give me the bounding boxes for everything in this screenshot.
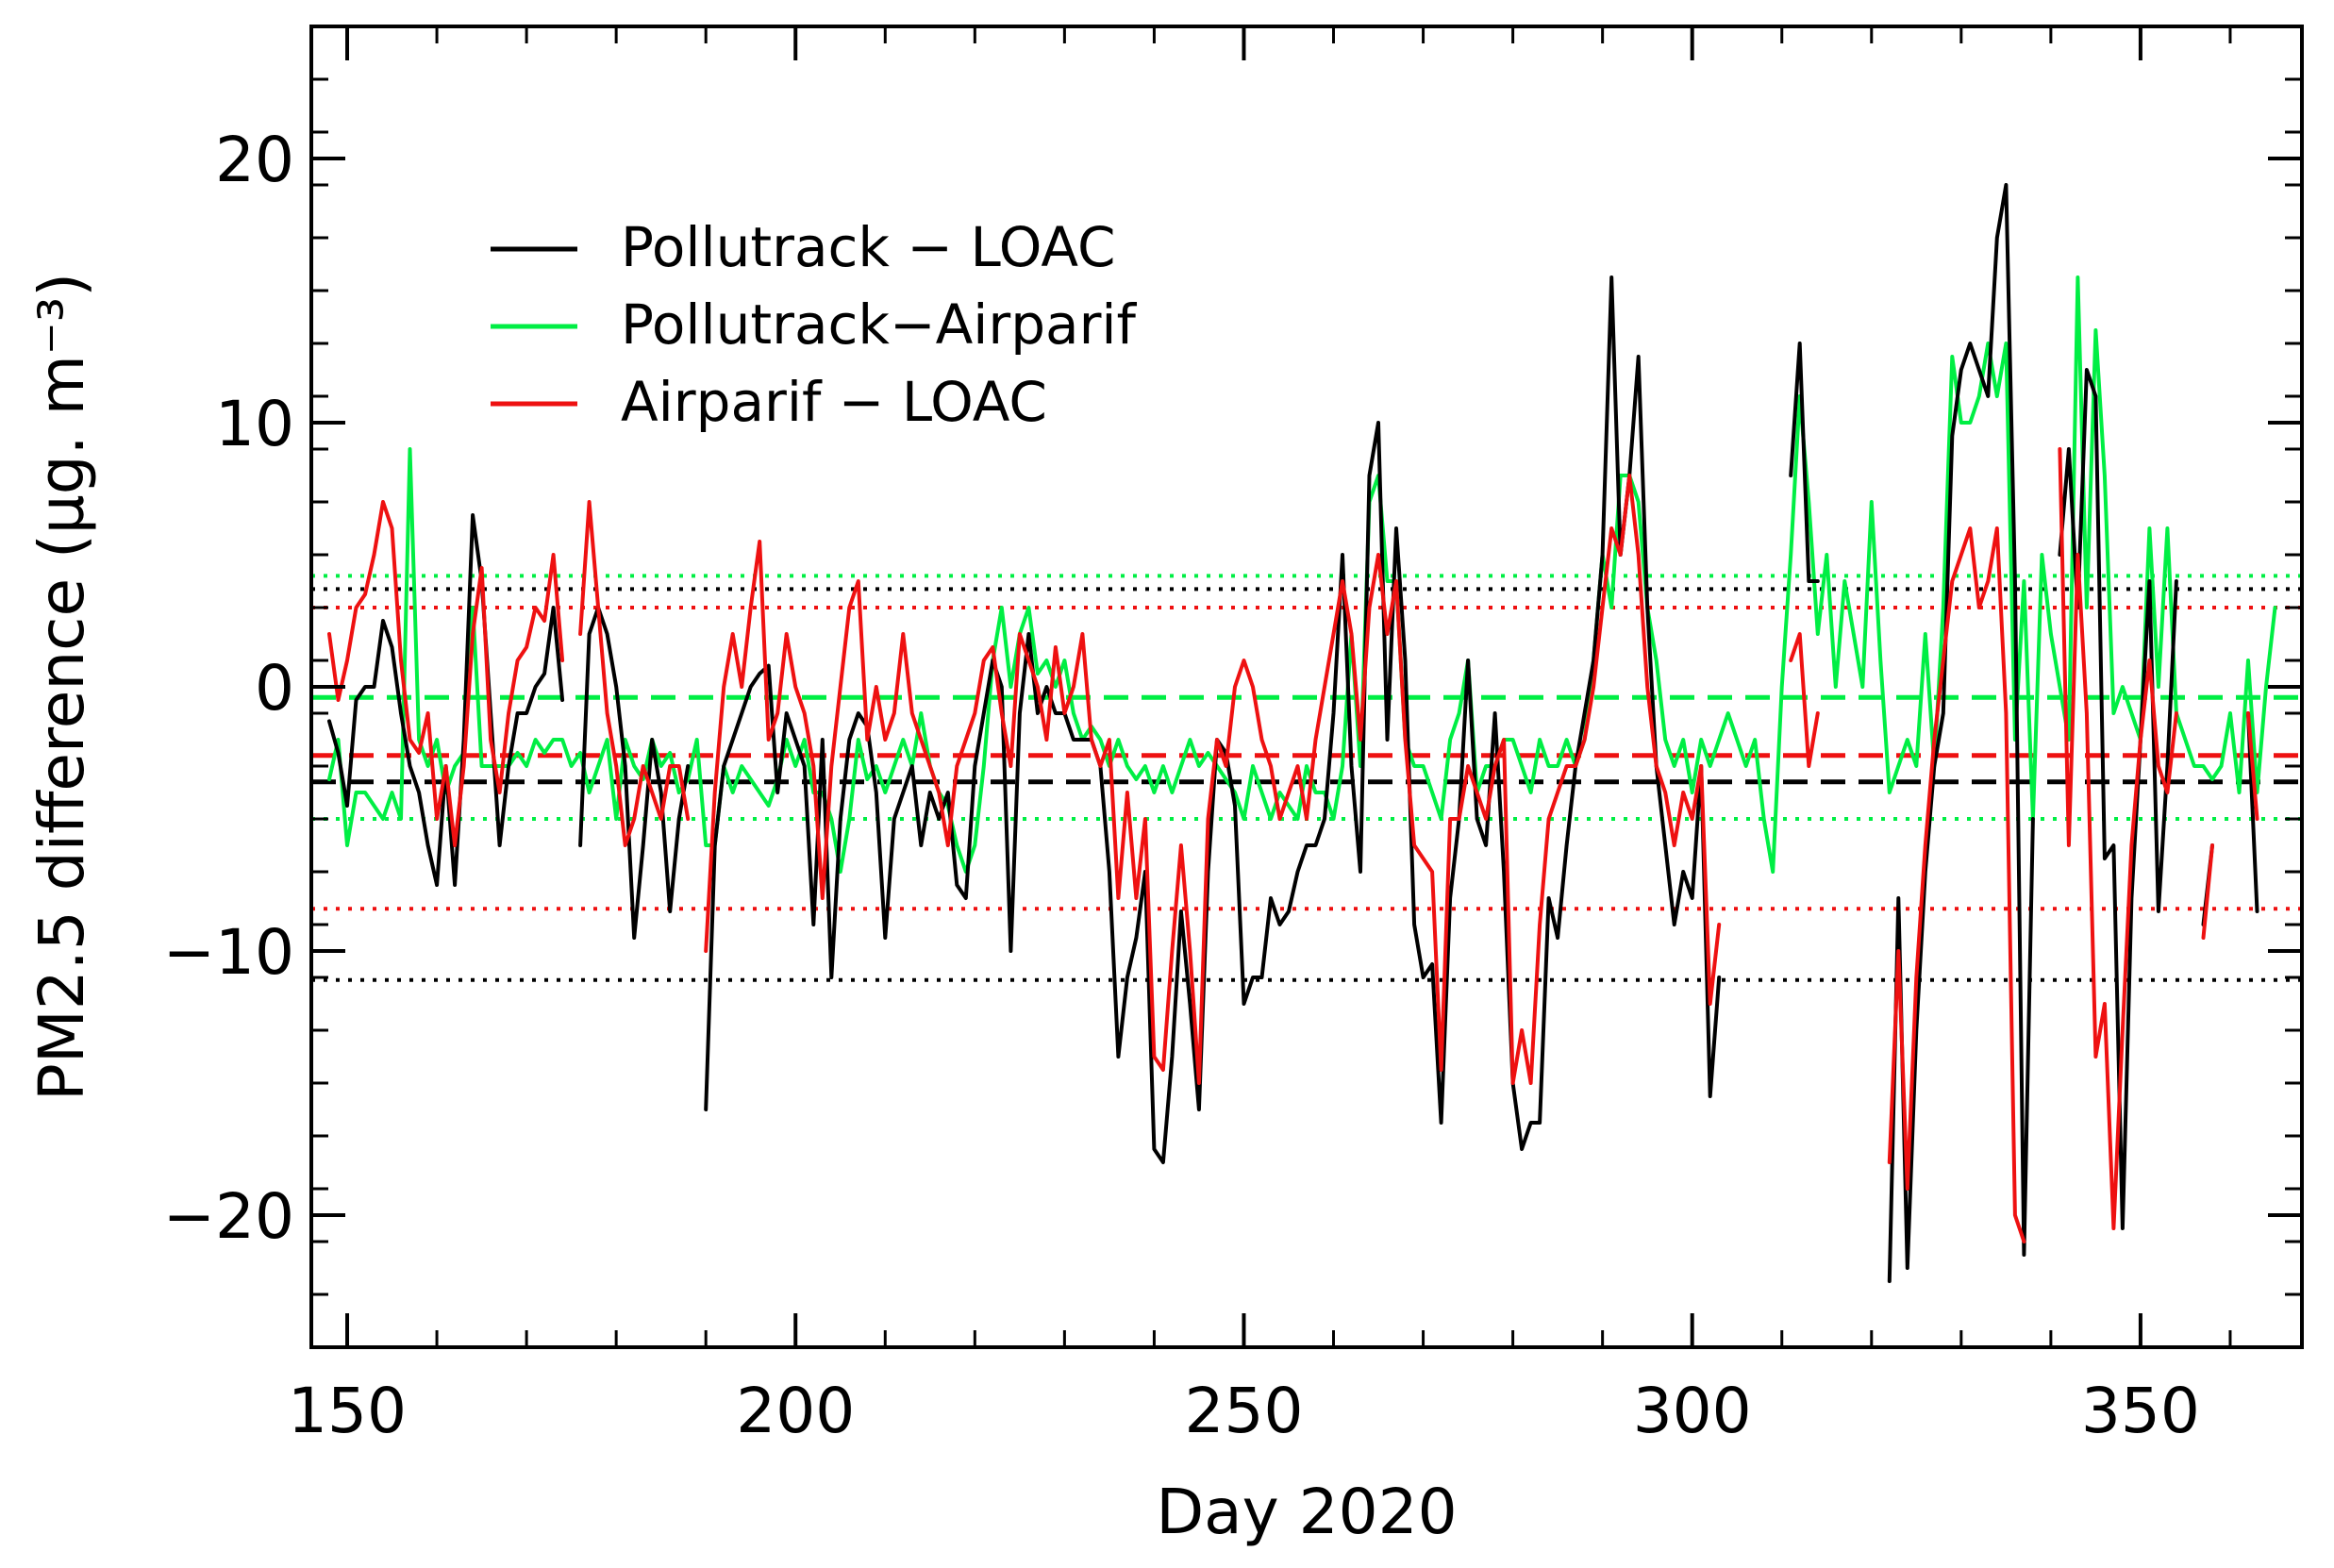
x-tick-label: 250 [1184,1375,1303,1447]
series-airparif-loac-segment-5 [2058,447,2178,1230]
series-airparif-loac-segment-0 [327,500,565,847]
series-pollutrack-loac-segment-4 [1887,183,2035,1283]
y-tick-label: −20 [163,1180,294,1253]
series-airparif-loac-segment-6 [2201,843,2214,940]
series-airparif-loac-segment-2 [704,474,1722,1085]
x-axis-title: Day 2020 [1156,1476,1457,1548]
legend-label-pollutrack-airparif: Pollutrack−Airparif [621,292,1138,357]
y-tick-label: 10 [215,388,294,460]
series-pollutrack-loac-segment-0 [327,513,565,887]
series-pollutrack-loac-segment-2 [704,275,1722,1164]
x-tick-label: 150 [288,1375,407,1447]
series-airparif-loac-segment-7 [2246,711,2259,821]
x-tick-label: 200 [736,1375,855,1447]
axis-ticks: 150 200 250 300 350 −20 −10 0 10 20 [163,25,2302,1447]
y-tick-label: 0 [255,652,294,725]
series-airparif-loac-segment-3 [1789,632,1820,768]
x-tick-label: 350 [2081,1375,2200,1447]
y-axis-title: PM2.5 difference (µg. m⁻³) [25,273,98,1101]
legend: Pollutrack − LOAC Pollutrack−Airparif Ai… [491,215,1138,434]
series-airparif-loac-segment-1 [578,500,691,847]
x-tick-label: 300 [1633,1375,1752,1447]
legend-label-airparif-loac: Airparif − LOAC [621,370,1047,434]
y-tick-label: 20 [215,124,294,196]
legend-label-pollutrack-loac: Pollutrack − LOAC [621,215,1116,279]
series-airparif-loac-segment-4 [1887,526,2026,1243]
y-tick-label: −10 [163,916,294,989]
data-series [327,183,2277,1283]
series-pollutrack-loac-segment-3 [1789,342,1820,583]
reference-lines [311,574,2302,982]
